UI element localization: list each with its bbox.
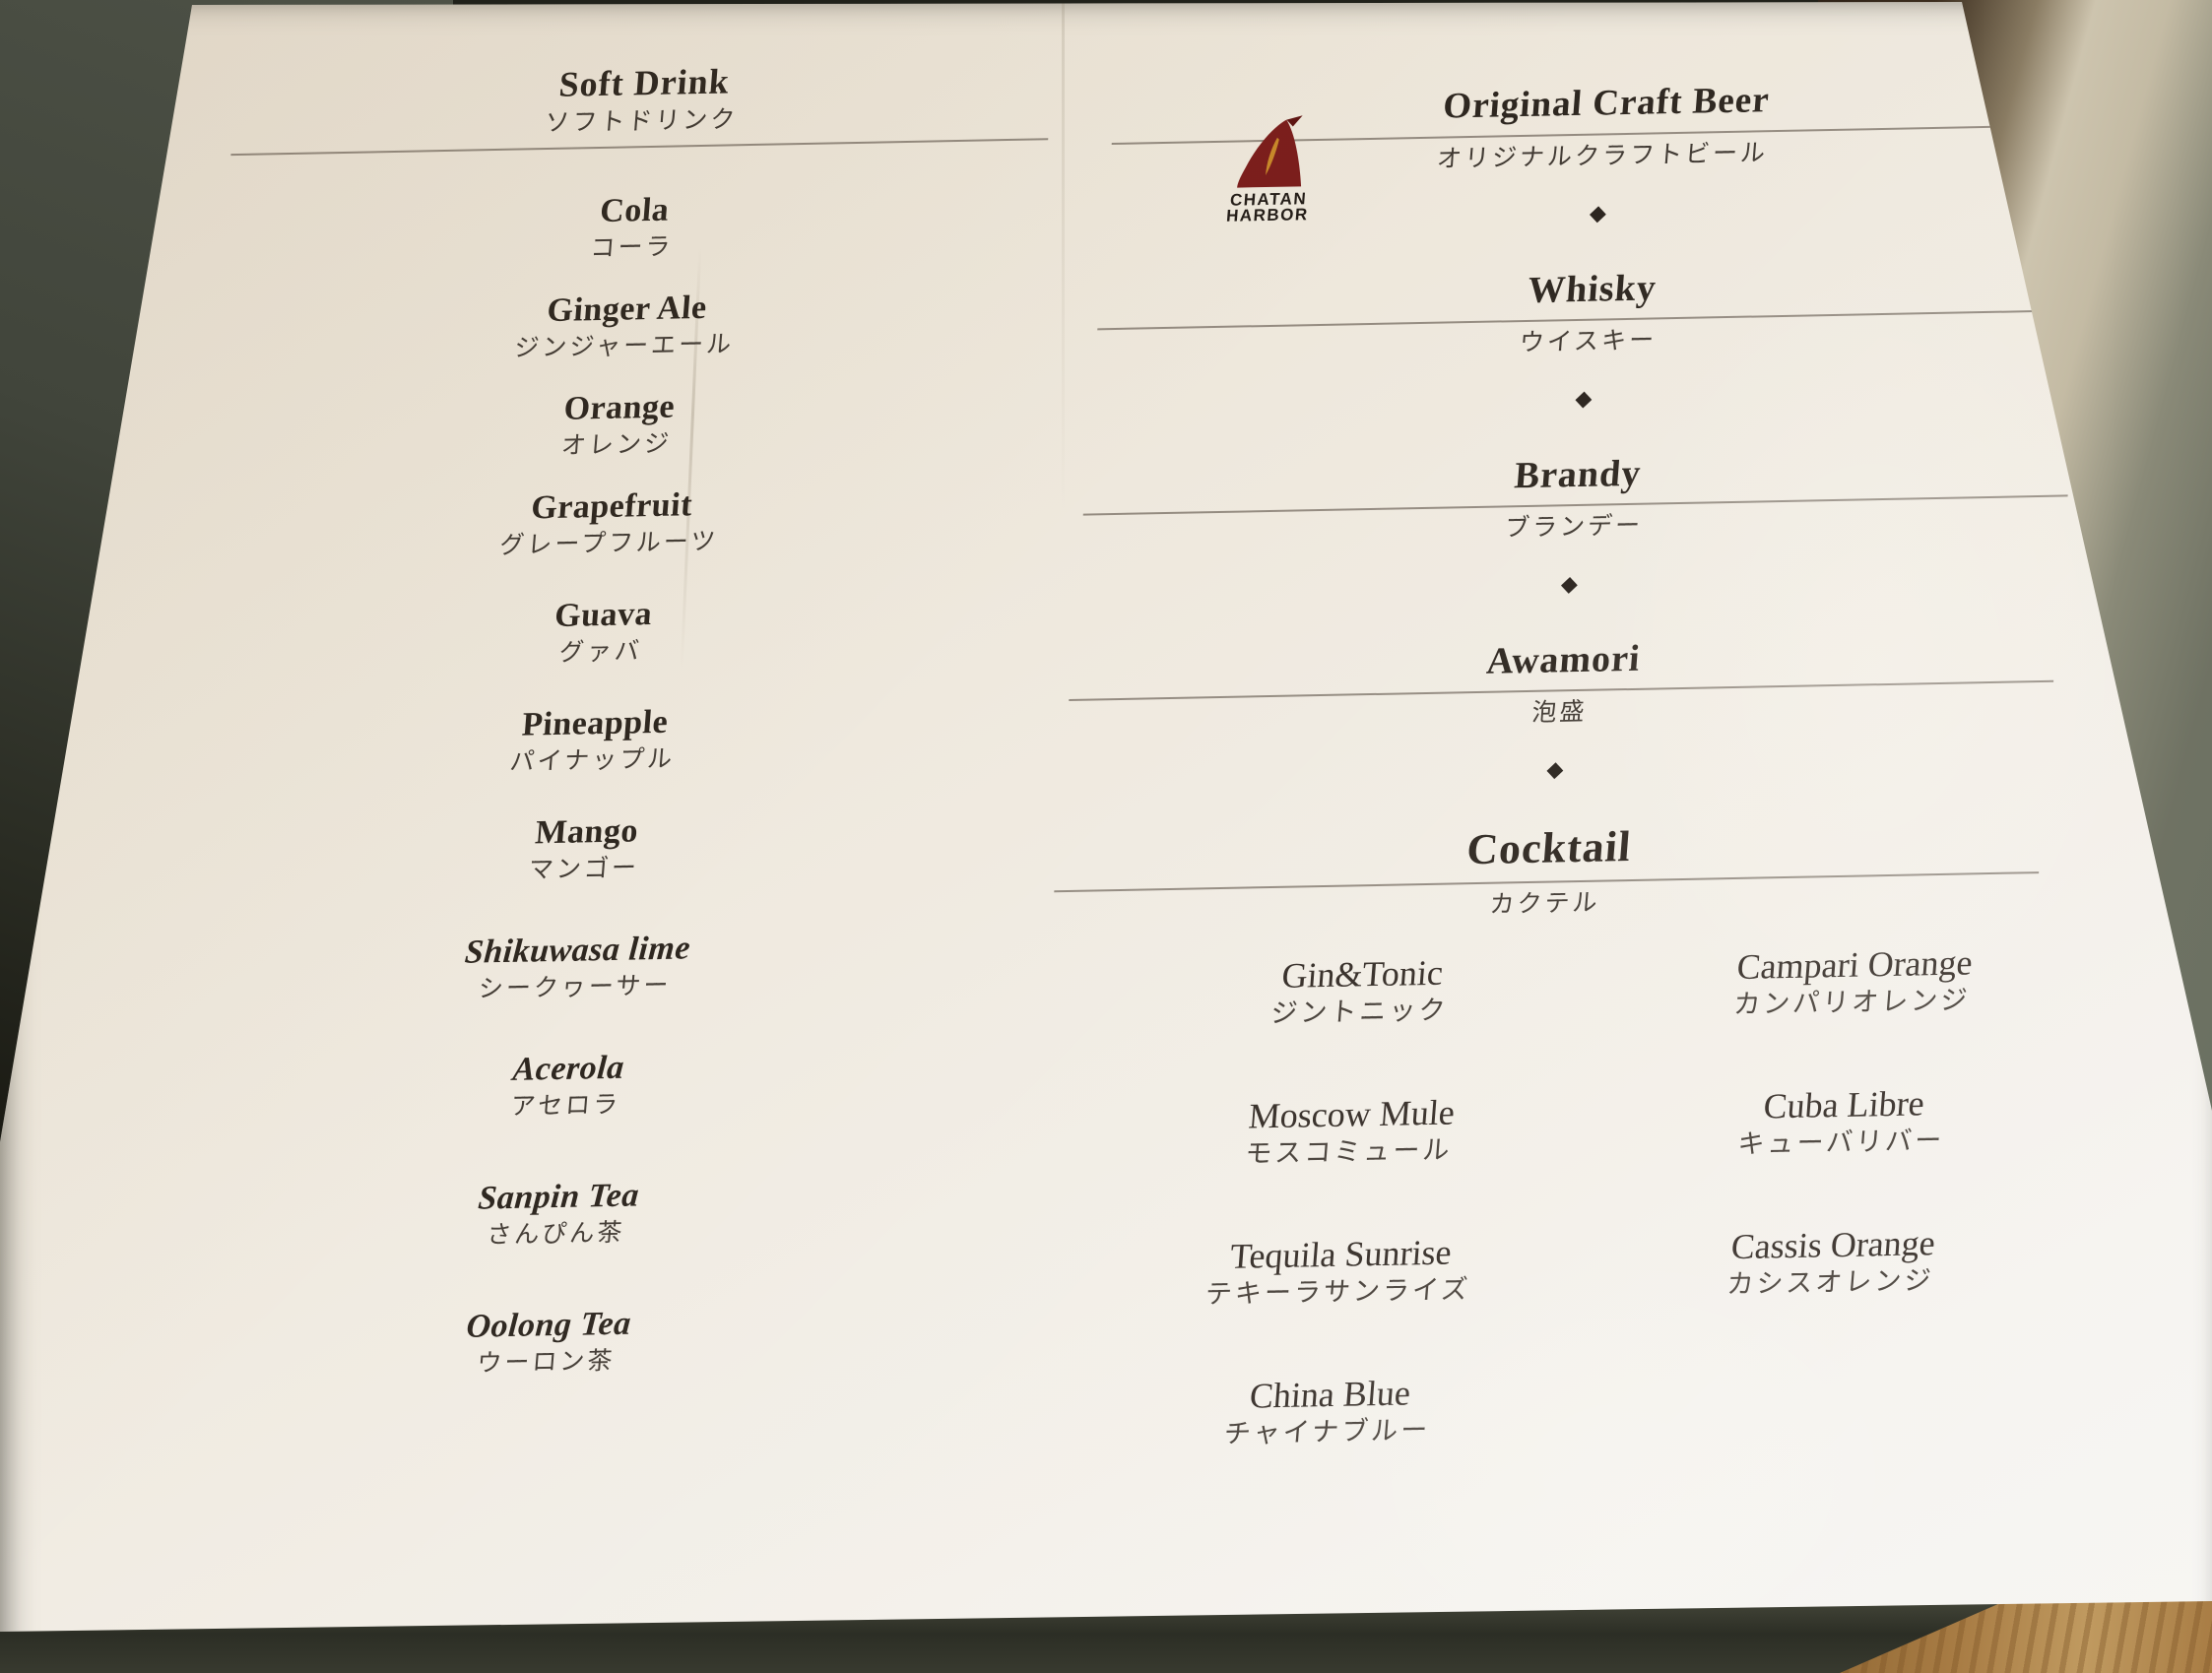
cocktail-item: Campari Orange カンパリオレンジ: [1604, 939, 2103, 1026]
diamond-divider: ◆: [1560, 570, 1579, 597]
soft-drink-column: Soft Drink ソフトドリンク Cola コーラ Ginger Ale ジ…: [136, 53, 1055, 1386]
menu-item: Mango マンゴー: [174, 804, 998, 893]
menu-item: Guava グァバ: [191, 588, 1014, 676]
menu-item: Shikuwasa lime シークヮーサー: [164, 924, 988, 1012]
diamond-divider: ◆: [1545, 756, 1565, 782]
menu-item: Orange オレンジ: [207, 381, 1030, 470]
section-title: Cocktail: [1464, 821, 1634, 874]
section-whisky: Whisky ウイスキー: [1094, 258, 2086, 367]
cocktail-item: Cassis Orange カシスオレンジ: [1583, 1219, 2081, 1306]
section-title-jp: ウイスキー: [1518, 325, 1659, 357]
section-title: Awamori: [1484, 637, 1643, 682]
sleeve-seam: [1062, 2, 1065, 512]
menu-item: Acerola アセロラ: [156, 1042, 979, 1130]
section-craft-beer: CHATAN HARBOR Original Craft Beer オリジナルク…: [1109, 73, 2101, 225]
logo-text-harbor: HARBOR: [1225, 205, 1309, 225]
section-title-jp: ブランデー: [1503, 510, 1645, 543]
soft-drink-list: Cola コーラ Ginger Ale ジンジャーエール Orange オレンジ…: [136, 183, 1045, 1386]
section-title: Brandy: [1513, 452, 1643, 497]
chatan-harbor-logo: CHATAN HARBOR: [1225, 115, 1309, 225]
cocktail-item: China Blue チャイナブルー: [1079, 1369, 1578, 1455]
section-title-jp: 泡盛: [1530, 696, 1589, 727]
cocktail-list: Gin&Tonic ジントニック Campari Orange カンパリオレンジ…: [1079, 939, 2103, 1455]
menu-item: Oolong Tea ウーロン茶: [136, 1298, 959, 1386]
menu-item: Ginger Ale ジンジャーエール: [215, 282, 1038, 370]
menu-item: Cola コーラ: [222, 183, 1045, 272]
soft-drink-header: Soft Drink ソフトドリンク: [230, 53, 1055, 157]
menu-item: Grapefruit グレープフルーツ: [199, 480, 1022, 568]
section-cocktail: Cocktail カクテル: [1051, 814, 2043, 930]
menu-item: Sanpin Tea さんぴん茶: [146, 1170, 969, 1258]
cocktail-item: Gin&Tonic ジントニック: [1112, 948, 1610, 1035]
section-title-jp: カクテル: [1488, 887, 1601, 919]
cocktail-item: Cuba Libre キューバリバー: [1594, 1079, 2092, 1166]
spirits-column: CHATAN HARBOR Original Craft Beer オリジナルク…: [1010, 33, 2104, 1457]
cocktail-item: Tequila Sunrise テキーラサンライズ: [1090, 1229, 1589, 1316]
diamond-divider: ◆: [1574, 385, 1594, 412]
section-brandy: Brandy ブランデー: [1080, 443, 2072, 552]
section-title: Whisky: [1526, 267, 1659, 311]
section-awamori: Awamori 泡盛: [1066, 629, 2057, 739]
logo-text-chatan: CHATAN: [1229, 189, 1308, 209]
cocktail-item: Moscow Mule モスコミュール: [1101, 1089, 1599, 1176]
menu-item: Pineapple パイナップル: [182, 696, 1006, 785]
